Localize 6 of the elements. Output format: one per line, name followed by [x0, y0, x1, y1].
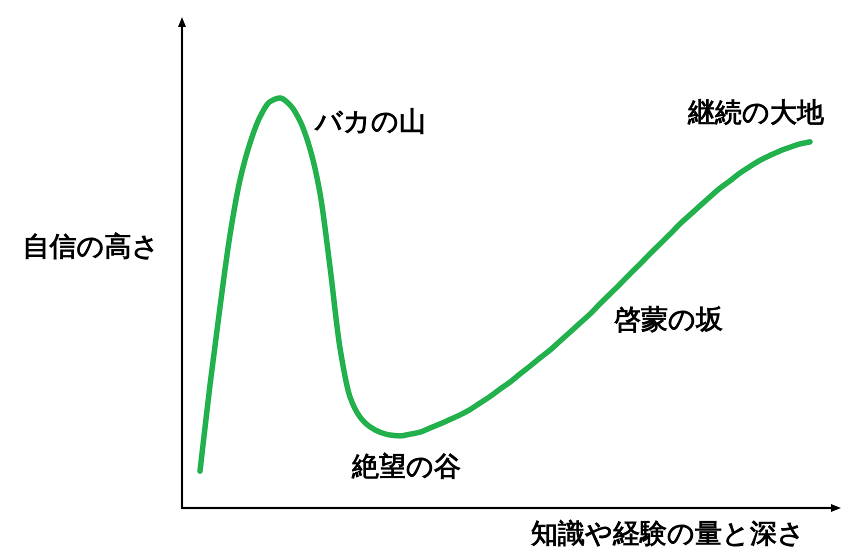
xlabel: 知識や経験の量と深さ [531, 518, 805, 550]
annotation: バカの山 [315, 106, 426, 138]
annotation: 絶望の谷 [352, 452, 461, 482]
ylabel: 自信の高さ [22, 232, 160, 262]
annotation: 継続の大地 [688, 98, 824, 128]
annotation: 啓蒙の坂 [614, 304, 723, 336]
